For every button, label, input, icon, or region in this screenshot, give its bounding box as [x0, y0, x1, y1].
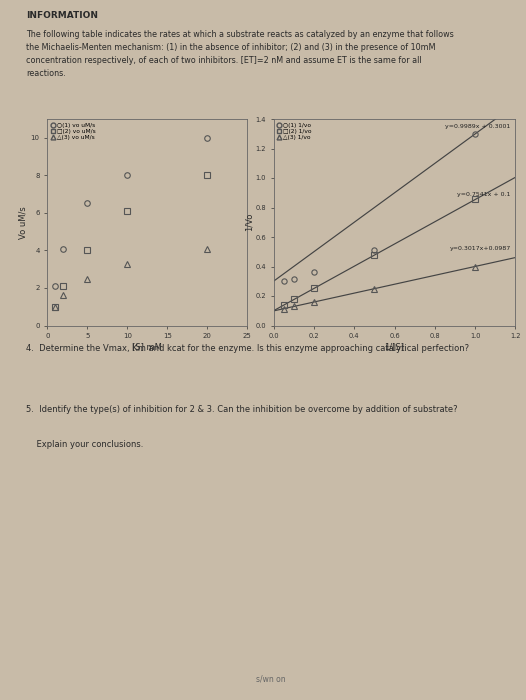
Text: The following table indicates the rates at which a substrate reacts as catalyzed: The following table indicates the rates …: [26, 30, 454, 78]
Y-axis label: 1/Vo: 1/Vo: [245, 213, 254, 232]
Text: INFORMATION: INFORMATION: [26, 10, 98, 20]
X-axis label: 1/[S]: 1/[S]: [385, 342, 404, 351]
Text: Explain your conclusions.: Explain your conclusions.: [26, 440, 144, 449]
Y-axis label: Vo uM/s: Vo uM/s: [19, 206, 28, 239]
Text: y=0.3017x+0.0987: y=0.3017x+0.0987: [449, 246, 511, 251]
Text: y=0.9989x + 0.3001: y=0.9989x + 0.3001: [446, 124, 511, 130]
Text: y=0.7541x + 0.1: y=0.7541x + 0.1: [457, 193, 511, 197]
Text: 4.  Determine the Vmax, Km and kcat for the enzyme. Is this enzyme approaching c: 4. Determine the Vmax, Km and kcat for t…: [26, 344, 469, 353]
Text: 5.  Identify the type(s) of inhibition for 2 & 3. Can the inhibition be overcome: 5. Identify the type(s) of inhibition fo…: [26, 405, 458, 414]
X-axis label: [S] mM: [S] mM: [133, 342, 162, 351]
Legend: ○(1) 1/vo, □(2) 1/vo, △(3) 1/vo: ○(1) 1/vo, □(2) 1/vo, △(3) 1/vo: [277, 122, 312, 141]
Legend: ○(1) vo uM/s, □(2) vo uM/s, △(3) vo uM/s: ○(1) vo uM/s, □(2) vo uM/s, △(3) vo uM/s: [50, 122, 97, 141]
Text: s/wn on: s/wn on: [256, 675, 286, 683]
